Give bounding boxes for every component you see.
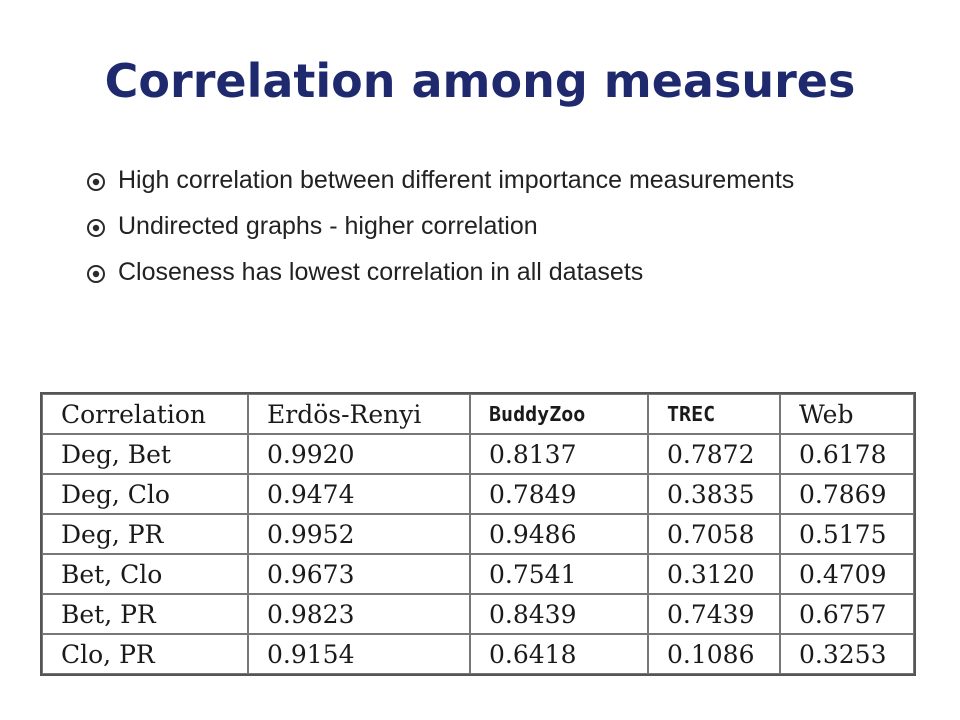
bullet-item: Undirected graphs - higher correlation [86, 212, 866, 241]
table-cell: 0.6178 [780, 434, 914, 474]
table-cell: Clo, PR [42, 634, 248, 674]
table-cell: 0.8439 [470, 594, 648, 634]
table-row: Deg, Bet 0.9920 0.8137 0.7872 0.6178 [42, 434, 914, 474]
table-cell: 0.7872 [648, 434, 780, 474]
table-cell: Deg, Bet [42, 434, 248, 474]
table-cell: 0.4709 [780, 554, 914, 594]
table-cell: 0.9673 [248, 554, 470, 594]
table-header-cell: TREC [648, 394, 780, 434]
table-cell: 0.7849 [470, 474, 648, 514]
table-cell: 0.3835 [648, 474, 780, 514]
table-cell: 0.8137 [470, 434, 648, 474]
table-cell: 0.7439 [648, 594, 780, 634]
table-row: Clo, PR 0.9154 0.6418 0.1086 0.3253 [42, 634, 914, 674]
table-cell: 0.9474 [248, 474, 470, 514]
table-cell: 0.7058 [648, 514, 780, 554]
table-cell: 0.9823 [248, 594, 470, 634]
table-row: Bet, PR 0.9823 0.8439 0.7439 0.6757 [42, 594, 914, 634]
correlation-table: Correlation Erdös-Renyi BuddyZoo TREC We… [40, 392, 916, 676]
table-cell: 0.7869 [780, 474, 914, 514]
table-cell: 0.9952 [248, 514, 470, 554]
table-row: Bet, Clo 0.9673 0.7541 0.3120 0.4709 [42, 554, 914, 594]
correlation-table-container: Correlation Erdös-Renyi BuddyZoo TREC We… [40, 392, 916, 676]
table-cell: Bet, Clo [42, 554, 248, 594]
circled-dot-icon [87, 265, 105, 283]
slide-title: Correlation among measures [104, 54, 856, 108]
table-cell: 0.9154 [248, 634, 470, 674]
table-header-cell: Correlation [42, 394, 248, 434]
table-cell: 0.7541 [470, 554, 648, 594]
table-cell: 0.6418 [470, 634, 648, 674]
table-cell: 0.9486 [470, 514, 648, 554]
bullet-text: Closeness has lowest correlation in all … [118, 258, 644, 286]
table-cell: 0.3253 [780, 634, 914, 674]
table-row: Deg, PR 0.9952 0.9486 0.7058 0.5175 [42, 514, 914, 554]
table-row: Deg, Clo 0.9474 0.7849 0.3835 0.7869 [42, 474, 914, 514]
table-header-row: Correlation Erdös-Renyi BuddyZoo TREC We… [42, 394, 914, 434]
table-cell: Deg, PR [42, 514, 248, 554]
table-cell: 0.3120 [648, 554, 780, 594]
circled-dot-icon [87, 219, 105, 237]
table-header-cell: Web [780, 394, 914, 434]
bullet-item: High correlation between different impor… [86, 166, 866, 195]
table-cell: Bet, PR [42, 594, 248, 634]
table-cell: 0.1086 [648, 634, 780, 674]
table-cell: 0.5175 [780, 514, 914, 554]
bullet-text: High correlation between different impor… [118, 166, 795, 194]
table-header-cell: Erdös-Renyi [248, 394, 470, 434]
table-cell: Deg, Clo [42, 474, 248, 514]
bullet-text: Undirected graphs - higher correlation [118, 212, 538, 240]
circled-dot-icon [87, 173, 105, 191]
table-cell: 0.9920 [248, 434, 470, 474]
bullet-item: Closeness has lowest correlation in all … [86, 258, 866, 287]
table-header-cell: BuddyZoo [470, 394, 648, 434]
bullet-list: High correlation between different impor… [86, 166, 866, 304]
table-cell: 0.6757 [780, 594, 914, 634]
